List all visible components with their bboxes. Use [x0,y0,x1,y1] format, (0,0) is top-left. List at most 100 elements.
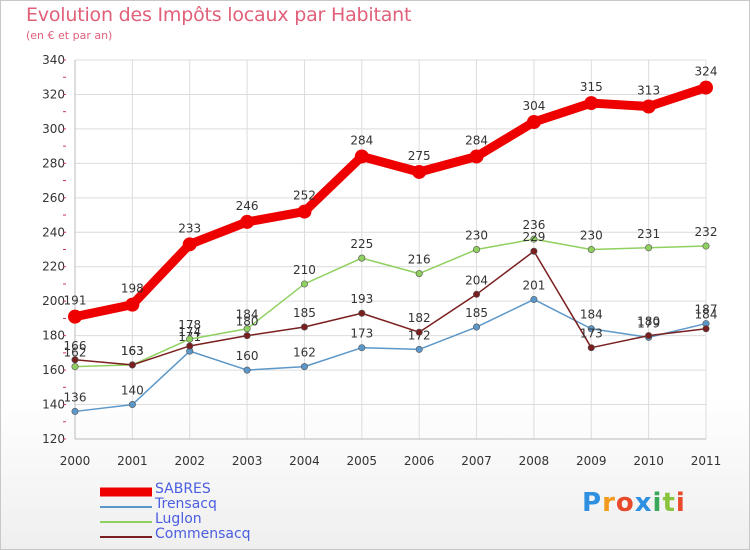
x-tick-label: 2010 [633,454,664,468]
legend-item-commensacq: Commensacq [100,527,320,544]
data-point-luglon [358,254,366,262]
data-point-luglon [473,246,481,254]
data-label-trensacq: 136 [64,390,87,404]
data-label-trensacq: 140 [121,384,144,398]
data-point-luglon [530,235,538,243]
legend: SABRES Trensacq Luglon Commensacq [100,481,320,544]
data-point-trensacq [358,344,366,352]
legend-swatch-commensacq [100,535,152,538]
data-label-luglon: 231 [637,227,660,241]
data-label-commensacq: 193 [350,292,373,306]
data-point-trensacq [243,366,251,374]
data-point-trensacq [587,325,595,333]
data-label-sabres: 313 [637,84,660,98]
chart-subtitle: (en € et par an) [26,29,113,42]
y-tick-label: 220 [42,260,65,274]
brand-letter: P [582,488,603,518]
data-label-luglon: 230 [465,229,488,243]
series-line-luglon [74,238,707,368]
data-label-commensacq: 163 [121,344,144,358]
legend-label-sabres: SABRES [155,481,211,497]
data-label-commensacq: 166 [64,339,87,353]
data-point-sabres [240,214,255,229]
data-point-trensacq [415,345,423,353]
data-label-luglon: 210 [293,263,316,277]
data-label-luglon: 236 [522,218,545,232]
x-tick-label: 2003 [232,454,263,468]
data-label-sabres: 198 [121,282,144,296]
data-label-commensacq: 173 [580,327,603,341]
data-point-commensacq [473,290,481,298]
data-point-commensacq [415,328,423,336]
data-label-luglon: 216 [408,253,431,267]
x-tick-label: 2002 [174,454,205,468]
data-point-trensacq [71,407,79,415]
data-label-commensacq: 229 [522,230,545,244]
legend-swatch-sabres [100,487,152,496]
y-tick-label: 340 [42,53,65,67]
data-point-commensacq [645,332,653,340]
data-label-commensacq: 180 [637,315,660,329]
brand-letter: t [662,488,676,518]
data-label-luglon: 232 [695,225,718,239]
data-label-sabres: 304 [522,99,545,113]
y-tick-label: 300 [42,122,65,136]
data-label-sabres: 315 [580,80,603,94]
data-label-luglon: 178 [178,318,201,332]
data-point-commensacq [300,323,308,331]
data-label-sabres: 233 [178,221,201,235]
y-tick-label: 200 [42,294,65,308]
x-tick-label: 2005 [347,454,378,468]
x-tick-label: 2007 [461,454,492,468]
data-point-sabres [699,80,713,95]
data-label-trensacq: 160 [236,349,259,363]
x-tick-label: 2004 [289,454,320,468]
series-line-trensacq [74,298,707,413]
series-line-sabres [70,83,711,322]
data-label-trensacq: 173 [350,327,373,341]
data-point-luglon [300,280,308,288]
brand-letter: i [652,488,663,518]
legend-label-luglon: Luglon [155,511,202,527]
data-label-commensacq: 184 [695,308,718,322]
data-label-sabres: 324 [695,65,718,79]
data-label-commensacq: 204 [465,273,488,287]
y-tick-label: 240 [42,225,65,239]
data-label-sabres: 252 [293,189,316,203]
data-label-luglon: 162 [64,346,87,360]
brand-letter: i [675,488,686,518]
data-label-sabres: 191 [64,294,87,308]
x-tick-label: 2000 [60,454,91,468]
brand-letter: x [634,488,653,518]
y-tick-label: 280 [42,156,65,170]
legend-swatch-luglon [100,520,152,523]
y-tick-label: 260 [42,191,65,205]
series-line-commensacq [74,250,707,366]
data-point-commensacq [128,361,136,369]
data-label-luglon: 225 [350,237,373,251]
data-point-sabres [584,96,599,111]
x-tick-label: 2008 [519,454,550,468]
data-label-trensacq: 184 [580,308,603,322]
data-point-sabres [297,204,312,219]
legend-swatch-trensacq [100,505,152,508]
data-point-commensacq [186,342,194,350]
data-label-luglon: 230 [580,229,603,243]
data-label-trensacq: 185 [465,306,488,320]
x-tick-label: 2009 [576,454,607,468]
x-tick-label: 2006 [404,454,435,468]
data-point-commensacq [530,247,538,255]
data-point-commensacq [702,325,710,333]
brand-letter: r [602,488,616,518]
x-tick-label: 2011 [691,454,722,468]
data-point-sabres [125,297,140,312]
data-point-trensacq [530,295,538,303]
data-point-trensacq [473,323,481,331]
data-label-commensacq: 180 [236,315,259,329]
data-label-luglon: 184 [236,308,259,322]
data-point-sabres [526,115,541,130]
data-point-sabres [68,309,82,324]
y-tick-label: 320 [42,87,65,101]
